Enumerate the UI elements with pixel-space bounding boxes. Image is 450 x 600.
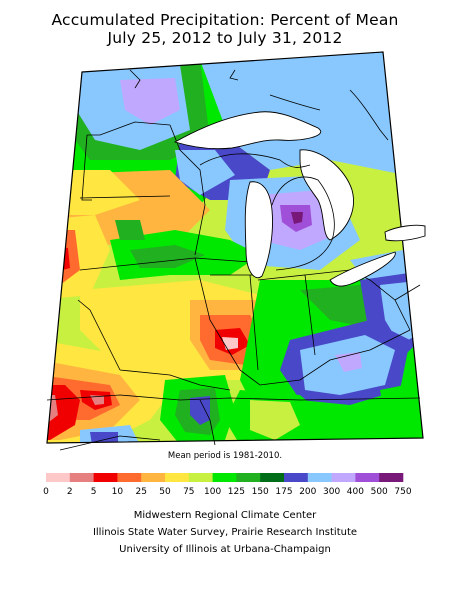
great-lakes: [173, 111, 426, 287]
legend-label: 150: [252, 487, 269, 497]
legend-label: 500: [371, 487, 388, 497]
credit-iswss: Illinois State Water Survey, Prairie Res…: [92, 527, 358, 538]
legend-label: 125: [228, 487, 245, 497]
legend-swatch: [307, 473, 332, 482]
michigan-outline: [129, 69, 389, 271]
legend-swatch: [188, 473, 213, 482]
credit-mrcc: Midwestern Regional Climate Center: [133, 510, 317, 521]
legend-label: 75: [183, 487, 194, 497]
legend-swatch: [379, 473, 404, 482]
legend-label: 5: [91, 487, 97, 497]
map-title: Accumulated Precipitation: Percent of Me…: [51, 11, 399, 29]
legend-swatch: [260, 473, 285, 482]
legend-swatch: [165, 473, 190, 482]
legend-label: 100: [204, 487, 221, 497]
legend-label: 10: [112, 487, 124, 497]
legend-label: 200: [299, 487, 316, 497]
legend-swatch: [69, 473, 94, 482]
legend-swatch: [117, 473, 142, 482]
legend-label: 25: [135, 487, 146, 497]
legend-swatch: [236, 473, 261, 482]
legend-swatch: [331, 473, 356, 482]
legend-label: 175: [275, 487, 292, 497]
legend-swatch: [46, 473, 71, 482]
legend-label: 400: [347, 487, 364, 497]
legend-swatch: [93, 473, 118, 482]
precip-fields: [47, 52, 423, 443]
legend-label: 0: [43, 487, 49, 497]
legend-label: 50: [159, 487, 171, 497]
mean-period-note: Mean period is 1981-2010.: [168, 451, 282, 461]
legend-label: 300: [323, 487, 340, 497]
color-legend: 0 2 5 10 25 50 75 100 125 150 175 200 300 400 500 750: [43, 473, 412, 497]
map-date-range: July 25, 2012 to July 31, 2012: [107, 29, 343, 47]
credit-university: University of Illinois at Urbana-Champai…: [119, 544, 331, 555]
legend-swatch: [212, 473, 237, 482]
legend-label: 2: [67, 487, 73, 497]
legend-swatch: [284, 473, 309, 482]
legend-label: 750: [394, 487, 411, 497]
legend-swatch: [141, 473, 166, 482]
legend-swatch: [355, 473, 380, 482]
